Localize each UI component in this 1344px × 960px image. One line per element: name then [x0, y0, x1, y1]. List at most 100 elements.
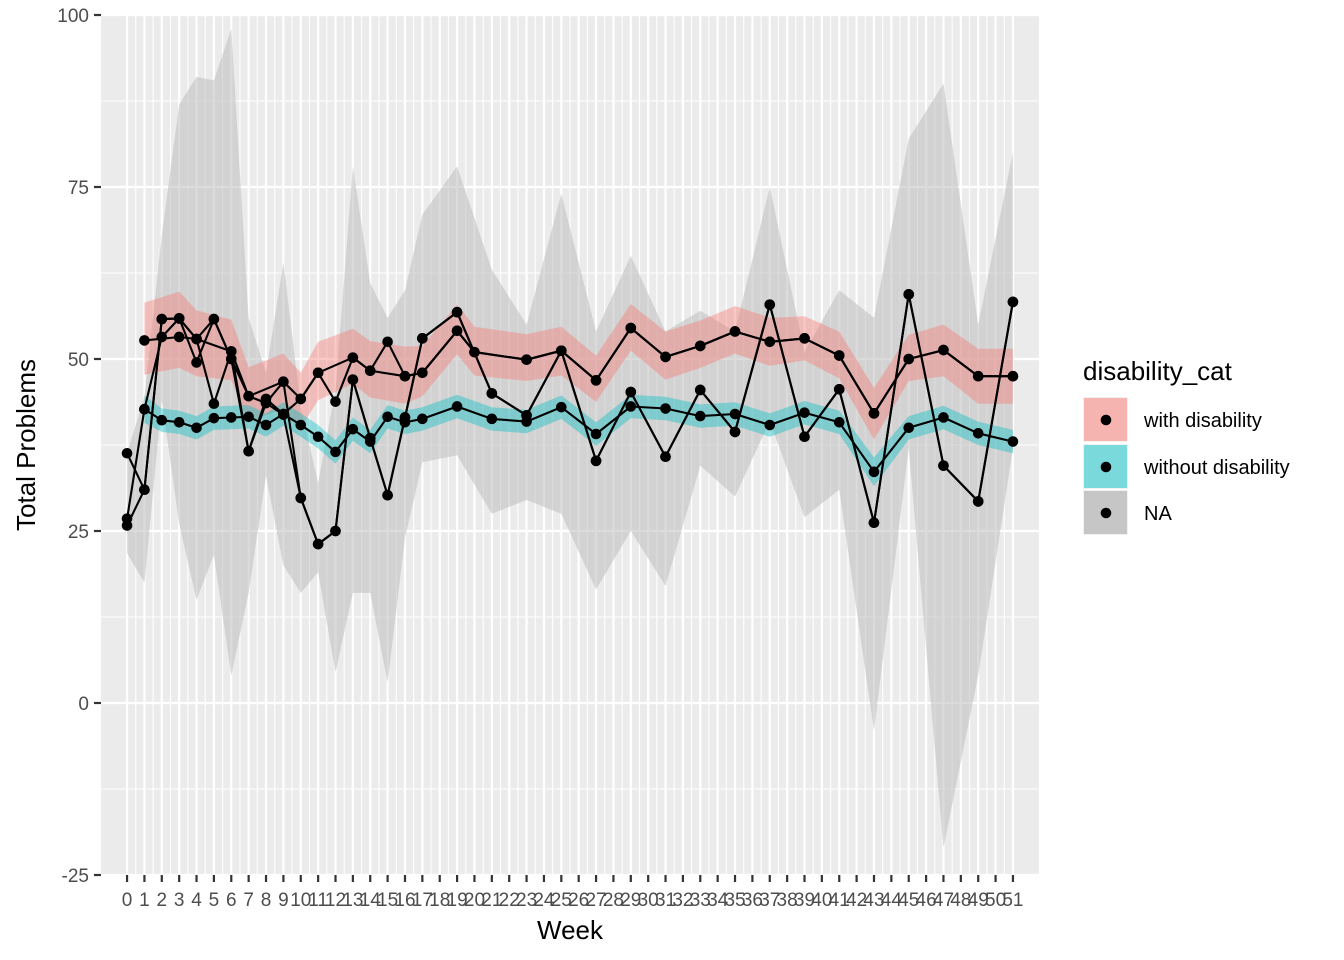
data-point: [590, 428, 602, 440]
data-point: [625, 322, 637, 334]
data-point: [156, 313, 168, 325]
data-point: [799, 333, 810, 344]
data-point: [1007, 296, 1019, 308]
x-tick-label: 50: [985, 890, 1006, 911]
data-point: [972, 370, 984, 382]
data-point: [833, 350, 845, 361]
data-point: [330, 446, 341, 458]
data-point: [382, 411, 393, 423]
x-tick-label: 1: [139, 890, 150, 911]
legend-key-point: [1100, 507, 1112, 519]
data-point: [243, 390, 254, 402]
x-tick-label: 19: [447, 890, 468, 911]
data-point: [521, 410, 532, 421]
data-point: [295, 419, 307, 431]
x-tick-label: 18: [429, 890, 450, 911]
data-point: [590, 375, 602, 386]
x-tick-label: 40: [811, 890, 832, 911]
x-tick-label: 22: [499, 890, 520, 911]
legend-title: disability_cat: [1083, 356, 1233, 386]
x-tick-label: 38: [777, 890, 798, 911]
x-axis-title: Week: [537, 915, 604, 945]
y-tick-label: 25: [68, 522, 89, 543]
x-tick-label: 44: [881, 890, 903, 911]
x-tick-label: 21: [481, 890, 502, 911]
data-point: [972, 496, 984, 507]
x-tick-label: 51: [1002, 890, 1023, 911]
data-point: [833, 383, 845, 395]
legend-key-point: [1100, 461, 1112, 473]
data-point: [799, 431, 810, 443]
x-tick-label: 49: [968, 890, 989, 911]
x-tick-label: 25: [551, 890, 572, 911]
x-tick-label: 45: [898, 890, 919, 911]
data-point: [833, 416, 845, 428]
legend-label: without disability: [1143, 457, 1290, 479]
x-tick-label: 23: [516, 890, 537, 911]
x-tick-label: 34: [707, 890, 729, 911]
data-point: [208, 313, 220, 325]
data-point: [556, 345, 567, 357]
x-tick-label: 13: [342, 890, 363, 911]
data-point: [764, 419, 776, 431]
legend-label: with disability: [1143, 410, 1262, 432]
data-point: [312, 431, 324, 443]
data-point: [521, 354, 532, 365]
x-tick-label: 0: [122, 890, 133, 911]
x-tick-label: 8: [261, 890, 272, 911]
x-tick-label: 42: [846, 890, 867, 911]
legend-key-point: [1100, 414, 1112, 426]
data-point: [417, 413, 428, 425]
data-point: [451, 306, 463, 318]
data-point: [312, 367, 324, 379]
data-point: [903, 353, 915, 365]
data-point: [173, 331, 185, 343]
data-point: [590, 455, 602, 467]
data-point: [1007, 436, 1019, 447]
x-tick-label: 17: [412, 890, 433, 911]
data-point: [868, 517, 880, 529]
data-point: [417, 333, 428, 344]
data-point: [938, 460, 949, 471]
data-point: [208, 412, 220, 424]
y-tick-label: -25: [62, 866, 89, 887]
data-point: [764, 299, 776, 310]
data-point: [295, 393, 307, 405]
x-tick-label: 29: [620, 890, 641, 911]
data-point: [191, 357, 202, 368]
x-tick-label: 35: [724, 890, 745, 911]
data-point: [660, 451, 671, 462]
data-point: [903, 422, 915, 434]
y-tick-label: 75: [68, 178, 89, 199]
y-axis: -25 0 25 50 75 100: [57, 6, 101, 887]
data-point: [173, 313, 185, 324]
data-point: [938, 344, 949, 356]
data-point: [1007, 370, 1019, 382]
x-tick-label: 9: [278, 890, 289, 911]
data-point: [364, 365, 376, 376]
data-point: [868, 466, 880, 478]
data-point: [694, 340, 706, 352]
x-tick-label: 46: [916, 890, 937, 911]
data-point: [156, 414, 168, 426]
y-tick-label: 50: [68, 350, 89, 371]
data-point: [799, 407, 810, 418]
data-point: [364, 432, 376, 444]
data-point: [417, 367, 428, 379]
data-point: [243, 445, 254, 457]
data-point: [243, 411, 254, 423]
data-point: [121, 447, 133, 459]
data-point: [694, 410, 706, 422]
data-point: [486, 388, 498, 399]
data-point: [139, 484, 150, 496]
x-axis: 0 1 2 3 4 5 6 7 8 9 101112131415161718192021222324…: [122, 875, 1024, 911]
x-tick-label: 14: [360, 890, 382, 911]
x-tick-label: 48: [950, 890, 971, 911]
x-tick-label: 47: [933, 890, 954, 911]
data-point: [208, 398, 220, 410]
data-point: [868, 408, 880, 419]
data-point: [903, 289, 915, 300]
data-point: [451, 325, 463, 337]
x-tick-label: 12: [325, 890, 346, 911]
data-point: [382, 489, 393, 501]
